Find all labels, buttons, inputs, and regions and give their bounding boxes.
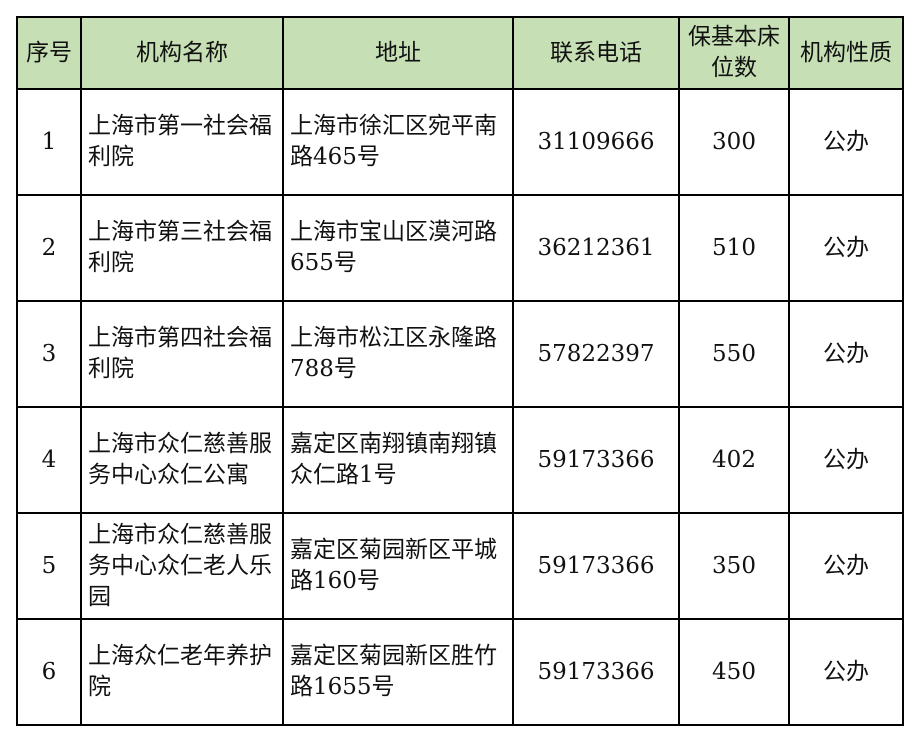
cell-nature: 公办 bbox=[788, 618, 904, 726]
cell-address: 上海市松江区永隆路788号 bbox=[282, 300, 514, 408]
header-nature: 机构性质 bbox=[788, 16, 904, 90]
cell-nature: 公办 bbox=[788, 194, 904, 302]
cell-index: 2 bbox=[16, 194, 82, 302]
header-phone: 联系电话 bbox=[512, 16, 680, 90]
cell-name: 上海众仁老年养护院 bbox=[80, 618, 284, 726]
cell-index: 1 bbox=[16, 88, 82, 196]
cell-phone: 36212361 bbox=[512, 194, 680, 302]
header-name: 机构名称 bbox=[80, 16, 284, 90]
table-row: 6 上海众仁老年养护院 嘉定区菊园新区胜竹路1655号 59173366 450 公办 bbox=[16, 618, 904, 726]
cell-phone: 59173366 bbox=[512, 512, 680, 620]
cell-phone: 31109666 bbox=[512, 88, 680, 196]
table-row: 1 上海市第一社会福利院 上海市徐汇区宛平南路465号 31109666 300 公办 bbox=[16, 88, 904, 196]
cell-address: 嘉定区菊园新区胜竹路1655号 bbox=[282, 618, 514, 726]
header-beds: 保基本床位数 bbox=[678, 16, 790, 90]
cell-index: 5 bbox=[16, 512, 82, 620]
table-row: 5 上海市众仁慈善服务中心众仁老人乐园 嘉定区菊园新区平城路160号 59173366… bbox=[16, 512, 904, 620]
header-index: 序号 bbox=[16, 16, 82, 90]
cell-phone: 59173366 bbox=[512, 406, 680, 514]
cell-name: 上海市众仁慈善服务中心众仁公寓 bbox=[80, 406, 284, 514]
cell-nature: 公办 bbox=[788, 512, 904, 620]
cell-name: 上海市第一社会福利院 bbox=[80, 88, 284, 196]
cell-beds: 450 bbox=[678, 618, 790, 726]
cell-nature: 公办 bbox=[788, 406, 904, 514]
cell-nature: 公办 bbox=[788, 300, 904, 408]
header-address: 地址 bbox=[282, 16, 514, 90]
cell-name: 上海市第三社会福利院 bbox=[80, 194, 284, 302]
table-row: 2 上海市第三社会福利院 上海市宝山区漠河路655号 36212361 510 公办 bbox=[16, 194, 904, 302]
cell-index: 4 bbox=[16, 406, 82, 514]
cell-index: 3 bbox=[16, 300, 82, 408]
cell-address: 上海市宝山区漠河路655号 bbox=[282, 194, 514, 302]
cell-address: 嘉定区菊园新区平城路160号 bbox=[282, 512, 514, 620]
cell-phone: 57822397 bbox=[512, 300, 680, 408]
cell-beds: 510 bbox=[678, 194, 790, 302]
cell-address: 上海市徐汇区宛平南路465号 bbox=[282, 88, 514, 196]
cell-address: 嘉定区南翔镇南翔镇众仁路1号 bbox=[282, 406, 514, 514]
header-row: 序号 机构名称 地址 联系电话 保基本床位数 机构性质 bbox=[16, 16, 904, 90]
cell-name: 上海市第四社会福利院 bbox=[80, 300, 284, 408]
table-row: 4 上海市众仁慈善服务中心众仁公寓 嘉定区南翔镇南翔镇众仁路1号 59173366 40… bbox=[16, 406, 904, 514]
cell-beds: 402 bbox=[678, 406, 790, 514]
cell-beds: 300 bbox=[678, 88, 790, 196]
cell-index: 6 bbox=[16, 618, 82, 726]
cell-phone: 59173366 bbox=[512, 618, 680, 726]
cell-beds: 550 bbox=[678, 300, 790, 408]
cell-beds: 350 bbox=[678, 512, 790, 620]
cell-nature: 公办 bbox=[788, 88, 904, 196]
institution-table: 序号 机构名称 地址 联系电话 保基本床位数 机构性质 1 上海市第一社会福利院上… bbox=[16, 16, 904, 726]
table-row: 3 上海市第四社会福利院 上海市松江区永隆路788号 57822397 550 公办 bbox=[16, 300, 904, 408]
cell-name: 上海市众仁慈善服务中心众仁老人乐园 bbox=[80, 512, 284, 620]
